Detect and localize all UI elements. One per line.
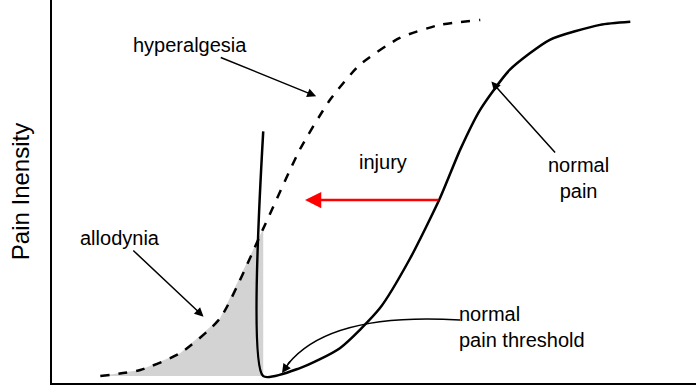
svg-text:normalpain: normalpain bbox=[548, 154, 609, 202]
svg-text:hyperalgesia: hyperalgesia bbox=[133, 34, 247, 56]
svg-text:normalpain threshold: normalpain threshold bbox=[459, 303, 585, 351]
svg-text:allodynia: allodynia bbox=[80, 227, 160, 249]
svg-text:injury: injury bbox=[359, 151, 407, 173]
svg-text:Pain Inensity: Pain Inensity bbox=[7, 123, 34, 260]
